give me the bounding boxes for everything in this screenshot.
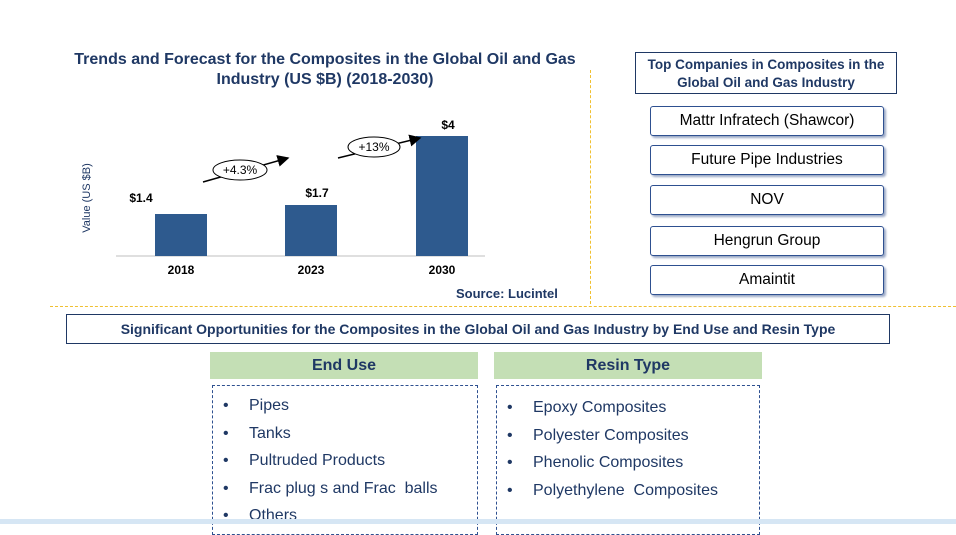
- source-note: Source: Lucintel: [456, 286, 558, 301]
- opportunities-title: Significant Opportunities for the Compos…: [66, 314, 890, 344]
- list-item: • Pipes: [223, 397, 290, 414]
- horizontal-divider: [50, 306, 956, 307]
- growth-label: +13%: [358, 140, 389, 154]
- x-tick-label: 2030: [429, 263, 456, 277]
- company-item: Mattr Infratech (Shawcor): [650, 106, 884, 136]
- end-use-list: • Pipes • Tanks • Pultruded Products • Frac …: [212, 385, 478, 535]
- resin-type-list: • Epoxy Composites • Polyester Composites …: [496, 385, 760, 535]
- x-tick-label: 2023: [298, 263, 325, 277]
- bar-2018: [155, 214, 207, 256]
- bar-2023: [285, 205, 337, 256]
- list-item: • Epoxy Composites: [507, 399, 667, 416]
- growth-label: +4.3%: [223, 163, 258, 177]
- data-label: $1.7: [305, 186, 329, 200]
- chart-title: Trends and Forecast for the Composites i…: [74, 51, 576, 88]
- company-item: Future Pipe Industries: [650, 145, 884, 175]
- company-item: NOV: [650, 185, 884, 215]
- list-item: • Polyester Composites: [507, 426, 689, 444]
- end-use-heading: End Use: [210, 352, 478, 379]
- list-item: • Frac plug s and Frac balls: [223, 479, 438, 497]
- growth-callout: [347, 136, 401, 158]
- list-item: • Pultruded Products: [223, 452, 386, 469]
- bar-2030: [416, 136, 468, 256]
- company-item: Amaintit: [650, 265, 884, 295]
- x-tick-label: 2018: [168, 263, 195, 277]
- bottom-bar: [0, 519, 956, 524]
- companies-title: Top Companies in Composites in the Globa…: [635, 52, 897, 94]
- y-axis-label: Value (US $B): [81, 163, 93, 233]
- growth-callout: [212, 159, 268, 181]
- company-item: Hengrun Group: [650, 226, 884, 256]
- resin-type-heading: Resin Type: [494, 352, 762, 379]
- data-label: $4: [441, 120, 455, 132]
- list-item: • Polyethylene Composites: [507, 481, 718, 499]
- data-label: $1.4: [129, 191, 153, 205]
- list-item: • Phenolic Composites: [507, 454, 684, 471]
- vertical-divider: [590, 70, 591, 304]
- list-item: • Tanks: [223, 424, 291, 442]
- bar-chart: Value (US $B) 2018 2023 2030 $1.4 $1.7 $4 +4.3…: [81, 120, 485, 277]
